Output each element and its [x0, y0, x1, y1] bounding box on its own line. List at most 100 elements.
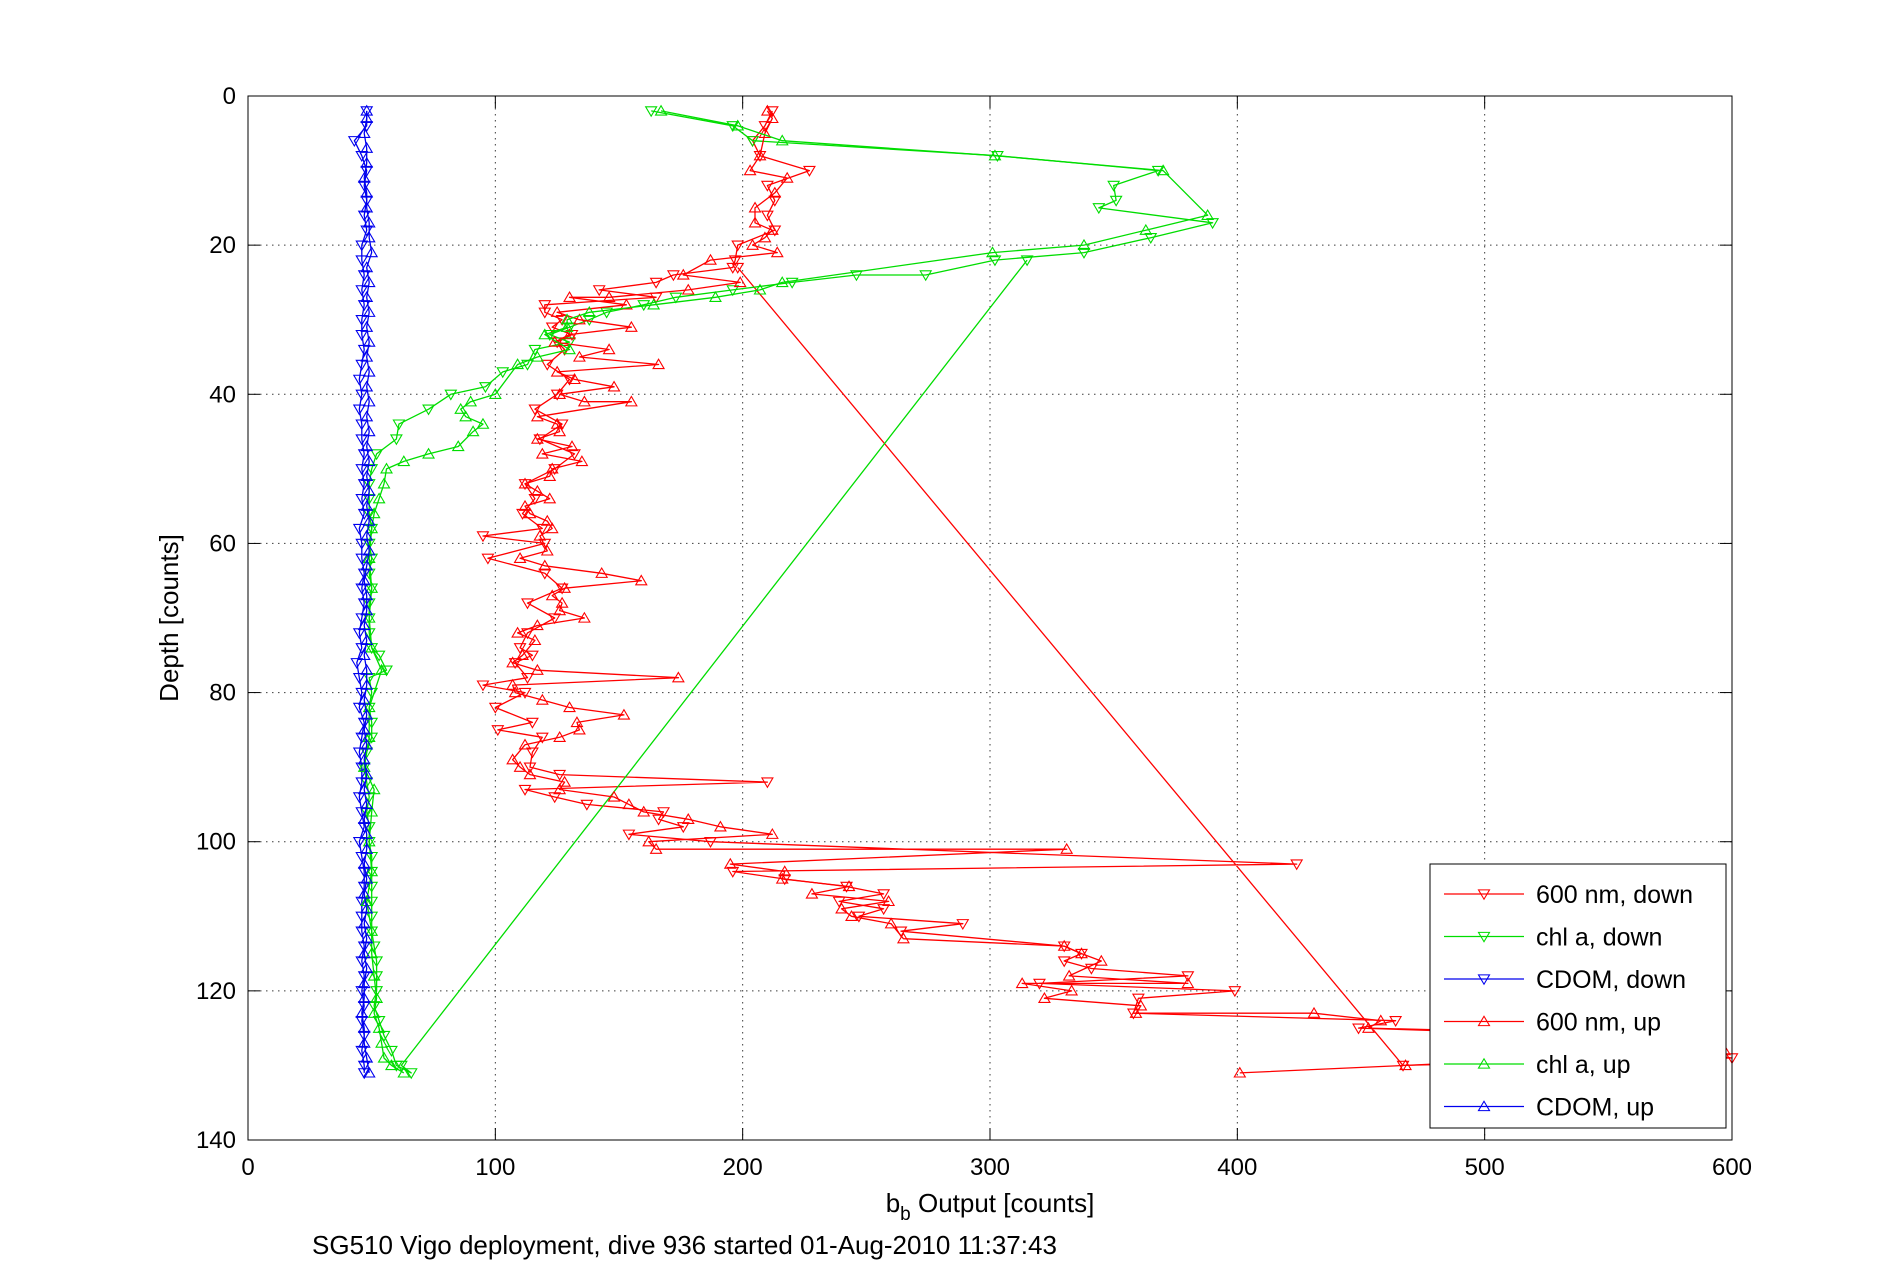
data-point	[563, 374, 576, 386]
data-point	[362, 305, 376, 317]
data-point	[1374, 1014, 1388, 1026]
data-point	[849, 270, 863, 282]
data-point	[602, 291, 616, 303]
data-point	[357, 753, 371, 765]
data-point	[521, 598, 534, 610]
data-point	[577, 611, 591, 623]
data-point	[352, 523, 366, 535]
data-point	[723, 857, 737, 869]
data-point	[530, 619, 544, 631]
data-point	[357, 881, 371, 893]
data-point	[360, 141, 374, 153]
data-point	[362, 514, 376, 526]
data-point	[785, 277, 799, 289]
data-point	[733, 276, 747, 288]
data-point	[377, 1051, 391, 1063]
data-point	[523, 768, 537, 780]
data-point	[476, 680, 490, 692]
data-point	[367, 507, 381, 519]
data-point	[1109, 195, 1123, 207]
data-point	[360, 320, 374, 332]
data-point	[372, 1021, 386, 1033]
data-point	[478, 382, 492, 394]
data-point	[575, 455, 589, 467]
data-point	[545, 462, 559, 474]
data-point	[355, 553, 369, 565]
data-point	[357, 1021, 371, 1033]
data-point	[760, 104, 774, 116]
data-point	[558, 775, 572, 787]
data-point	[360, 902, 374, 914]
data-point	[352, 374, 366, 386]
y-tick-label: 140	[196, 1127, 236, 1154]
data-point	[563, 343, 576, 355]
data-point	[1077, 247, 1091, 259]
data-point	[392, 419, 406, 431]
data-point	[360, 798, 374, 810]
data-point	[513, 552, 527, 564]
data-point	[748, 216, 762, 228]
data-point	[572, 350, 586, 362]
data-point	[835, 902, 849, 914]
data-point	[362, 552, 376, 564]
data-point	[553, 425, 567, 437]
data-point	[600, 307, 614, 319]
data-point	[444, 389, 458, 401]
data-point	[540, 359, 554, 371]
data-point	[380, 462, 393, 474]
y-tick-label: 40	[209, 381, 236, 408]
data-point	[884, 917, 898, 929]
data-point	[422, 404, 436, 416]
data-point	[516, 648, 530, 660]
x-axis-label: bb Output [counts]	[886, 1188, 1095, 1225]
data-point	[365, 865, 379, 877]
data-point	[355, 240, 369, 252]
data-point	[765, 112, 779, 124]
data-point	[365, 924, 379, 936]
data-point	[530, 432, 544, 444]
data-point	[550, 417, 564, 429]
data-point	[1399, 1059, 1412, 1071]
data-point	[451, 440, 465, 452]
legend-item: CDOM, down	[1444, 966, 1686, 994]
legend-swatch-marker	[1477, 1057, 1491, 1069]
legend-item: 600 nm, down	[1444, 881, 1693, 909]
data-point	[1065, 984, 1079, 996]
data-point	[506, 753, 520, 765]
y-tick-label: 20	[209, 232, 236, 259]
data-point	[523, 507, 537, 519]
data-point	[657, 807, 670, 819]
figure-caption: SG510 Vigo deployment, dive 936 started …	[312, 1230, 1057, 1260]
y-tick-label: 0	[223, 83, 236, 110]
data-point	[986, 246, 999, 258]
data-point	[360, 104, 374, 116]
data-point	[530, 410, 544, 422]
data-point	[355, 315, 369, 327]
data-point	[538, 307, 552, 319]
data-point	[360, 186, 374, 198]
data-point	[582, 305, 596, 317]
data-point	[365, 246, 379, 258]
data-point	[375, 1036, 389, 1048]
data-point	[649, 277, 663, 289]
data-point	[877, 889, 891, 901]
data-point	[1057, 939, 1071, 951]
legend-box	[1429, 863, 1727, 1129]
data-point	[357, 568, 371, 580]
data-point	[362, 544, 376, 556]
data-point	[956, 919, 970, 931]
data-point	[845, 909, 858, 921]
data-point	[384, 1045, 398, 1057]
data-point	[355, 464, 369, 476]
data-point	[367, 1001, 381, 1013]
data-point	[357, 449, 371, 461]
data-point	[550, 365, 564, 377]
data-point	[617, 708, 631, 720]
data-point	[496, 367, 510, 379]
data-point	[768, 195, 782, 207]
data-point	[365, 641, 379, 653]
data-point	[360, 768, 374, 780]
data-point	[624, 395, 638, 407]
data-point	[506, 656, 520, 668]
